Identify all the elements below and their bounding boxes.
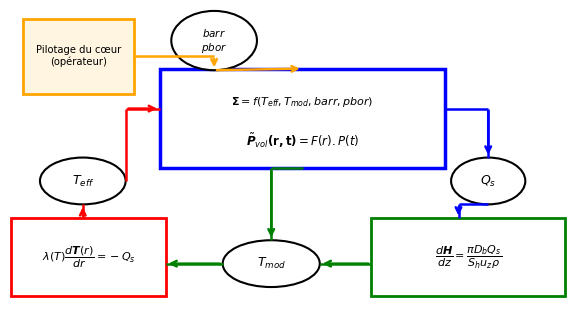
Ellipse shape xyxy=(171,11,257,70)
Text: $T_{mod}$: $T_{mod}$ xyxy=(257,256,286,271)
Text: $\lambda(T)\dfrac{d\boldsymbol{T}(r)}{dr}=-Q_s$: $\lambda(T)\dfrac{d\boldsymbol{T}(r)}{dr… xyxy=(42,245,135,270)
Bar xyxy=(23,19,134,94)
Text: Pilotage du cœur
(opérateur): Pilotage du cœur (opérateur) xyxy=(36,45,121,67)
Bar xyxy=(160,69,445,168)
Text: $\tilde{\boldsymbol{P}}_{vol}\mathbf{(r,t)}=F(r).P(t)$: $\tilde{\boldsymbol{P}}_{vol}\mathbf{(r,… xyxy=(246,131,359,150)
Text: $T_{eff}$: $T_{eff}$ xyxy=(71,173,94,188)
Bar xyxy=(371,218,565,296)
Ellipse shape xyxy=(223,240,320,287)
Text: $barr$
$pbor$: $barr$ $pbor$ xyxy=(201,27,227,55)
Text: $Q_s$: $Q_s$ xyxy=(480,173,496,188)
Ellipse shape xyxy=(40,158,126,204)
Text: $\mathbf{\Sigma}=f\left(T_{eff},T_{mod},barr,pbor\right)$: $\mathbf{\Sigma}=f\left(T_{eff},T_{mod},… xyxy=(231,95,374,109)
Bar xyxy=(11,218,166,296)
Ellipse shape xyxy=(451,158,525,204)
Text: $\dfrac{d\boldsymbol{H}}{dz}=\dfrac{\pi D_b Q_s}{S_h u_z \rho}$: $\dfrac{d\boldsymbol{H}}{dz}=\dfrac{\pi … xyxy=(435,244,502,271)
